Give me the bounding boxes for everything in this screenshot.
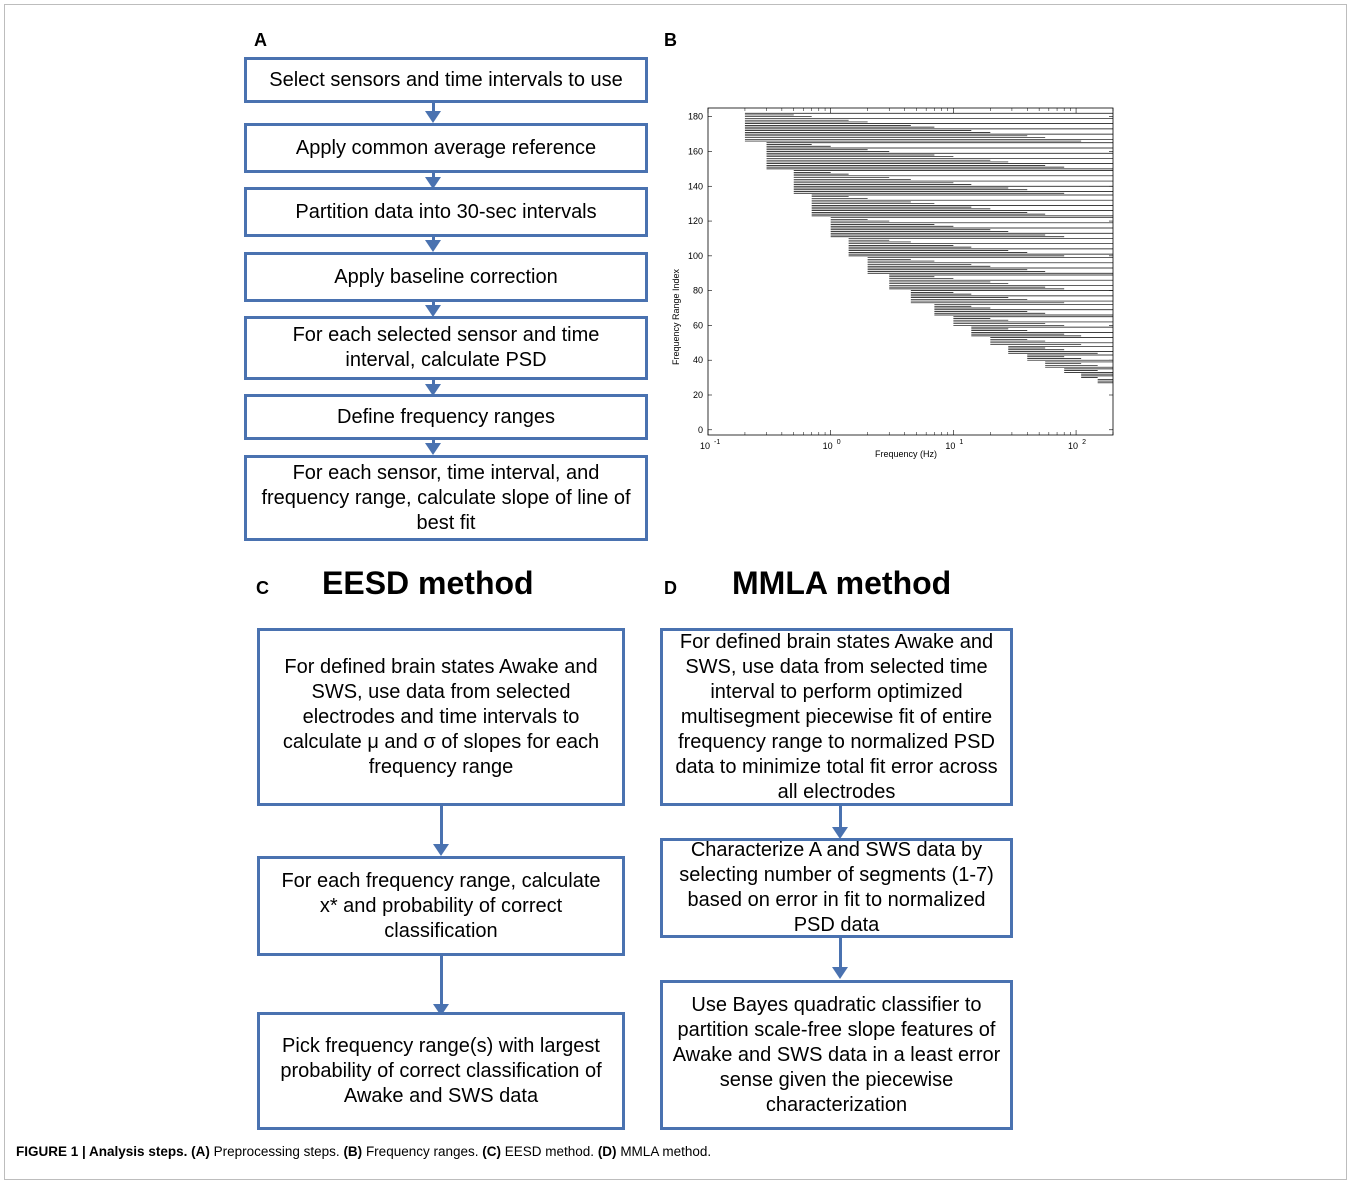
eesd-step-2: For each frequency range, calculate x* a…	[257, 856, 625, 956]
eesd-step-1-text: For defined brain states Awake and SWS, …	[282, 655, 600, 778]
y-tick-label: 20	[693, 390, 703, 400]
y-tick-label: 160	[688, 146, 703, 156]
mmla-method-title: MMLA method	[732, 565, 952, 601]
panel-label-c: C	[256, 578, 269, 598]
x-tick-label: 10	[700, 441, 710, 451]
mmla-step-1: For defined brain states Awake and SWS, …	[660, 628, 1013, 806]
x-tick-label: 10	[945, 441, 955, 451]
y-tick-label: 120	[688, 216, 703, 226]
caption-figure-label: FIGURE 1 | Analysis steps.	[16, 1144, 188, 1159]
y-tick-label: 180	[688, 112, 703, 122]
flow-a-step-4: Apply baseline correction	[244, 252, 648, 302]
x-tick-label-exponent: -1	[714, 439, 720, 446]
panel-label-b: B	[664, 30, 677, 50]
y-tick-label: 0	[698, 425, 703, 435]
flow-a-step-5-text: For each selected sensor and time interv…	[292, 324, 600, 371]
x-tick-label-exponent: 0	[837, 439, 841, 446]
x-axis-label: Frequency (Hz)	[875, 449, 937, 459]
flow-a-step-1-text: Select sensors and time intervals to use	[269, 68, 623, 91]
flow-a-step-4-text: Apply baseline correction	[334, 265, 558, 288]
y-axis-label: Frequency Range Index	[671, 268, 681, 365]
flow-a-step-2: Apply common average reference	[244, 123, 648, 173]
eesd-method-title: EESD method	[322, 565, 534, 601]
figure-frame	[4, 4, 1347, 1180]
flow-a-step-6-text: Define frequency ranges	[337, 405, 555, 428]
y-tick-label: 60	[693, 320, 703, 330]
mmla-step-2: Characterize A and SWS data by selecting…	[660, 838, 1013, 938]
flow-a-step-2-text: Apply common average reference	[295, 136, 597, 159]
y-tick-label: 80	[693, 286, 703, 296]
flow-a-step-1: Select sensors and time intervals to use	[244, 57, 648, 103]
flow-a-step-7: For each sensor, time interval, and freq…	[244, 455, 648, 541]
caption-d-ref: (D)	[597, 1144, 617, 1159]
eesd-step-3: Pick frequency range(s) with largest pro…	[257, 1012, 625, 1130]
eesd-step-3-text: Pick frequency range(s) with largest pro…	[280, 1034, 602, 1107]
flow-a-step-3-text: Partition data into 30-sec intervals	[295, 200, 597, 223]
caption-a-text: Preprocessing steps.	[209, 1144, 344, 1159]
caption-d-text: MMLA method.	[616, 1144, 712, 1159]
mmla-step-1-text: For defined brain states Awake and SWS, …	[675, 630, 998, 803]
y-tick-label: 100	[688, 251, 703, 261]
eesd-step-2-text: For each frequency range, calculate x* a…	[281, 869, 601, 942]
caption-a-ref: (A)	[191, 1144, 210, 1159]
flow-a-step-3: Partition data into 30-sec intervals	[244, 187, 648, 237]
figure-caption: FIGURE 1 | Analysis steps. (A) Preproces…	[16, 1144, 711, 1159]
y-tick-label: 140	[688, 181, 703, 191]
y-tick-label: 40	[693, 355, 703, 365]
x-tick-label-exponent: 2	[1082, 439, 1086, 446]
eesd-step-1: For defined brain states Awake and SWS, …	[257, 628, 625, 806]
mmla-step-3-text: Use Bayes quadratic classifier to partit…	[672, 993, 1001, 1116]
flow-a-step-7-text: For each sensor, time interval, and freq…	[261, 461, 631, 534]
x-tick-label: 10	[1068, 441, 1078, 451]
x-tick-label: 10	[823, 441, 833, 451]
caption-c-ref: (C)	[482, 1144, 502, 1159]
caption-c-text: EESD method.	[501, 1144, 598, 1159]
flow-a-step-6: Define frequency ranges	[244, 394, 648, 440]
frequency-range-chart: Frequency Range Index Frequency (Hz) 020…	[671, 107, 1114, 459]
plot-frame	[707, 107, 1114, 436]
mmla-step-2-text: Characterize A and SWS data by selecting…	[679, 839, 994, 936]
caption-b-ref: (B)	[343, 1144, 363, 1159]
panel-label-d: D	[664, 578, 677, 598]
x-tick-label-exponent: 1	[959, 439, 963, 446]
caption-b-text: Frequency ranges.	[362, 1144, 483, 1159]
flow-a-step-5: For each selected sensor and time interv…	[244, 316, 648, 380]
mmla-step-3: Use Bayes quadratic classifier to partit…	[660, 980, 1013, 1130]
panel-label-a: A	[254, 30, 267, 50]
